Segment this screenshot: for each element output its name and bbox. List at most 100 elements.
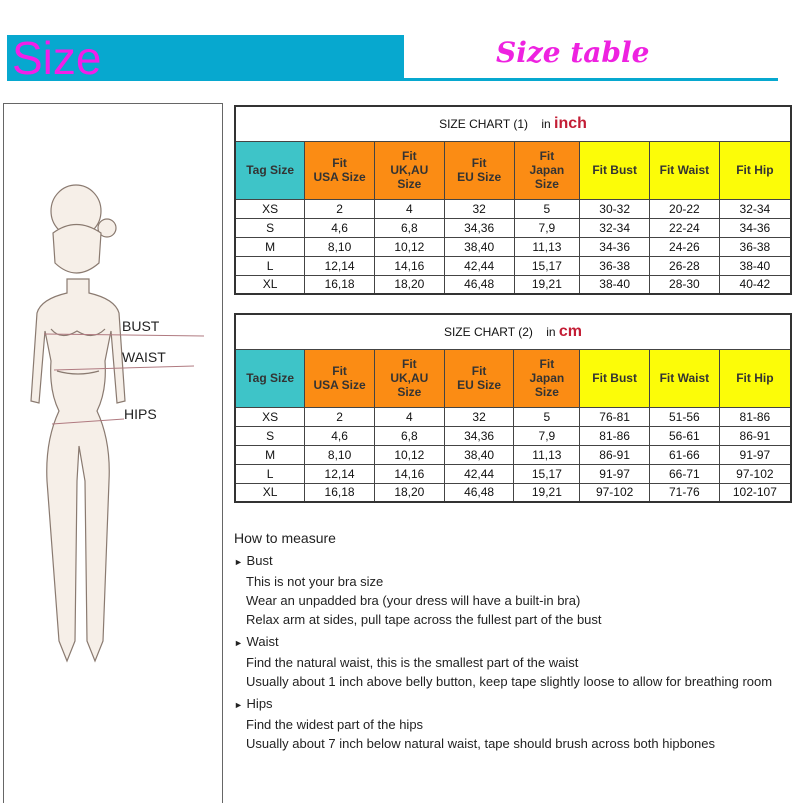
column-header: Fit Waist xyxy=(648,348,720,408)
table-cell: 15,17 xyxy=(513,463,581,484)
table-cell: 18,20 xyxy=(373,274,445,295)
figure-panel: BUST WAIST HIPS xyxy=(3,103,223,803)
unit-prefix: in xyxy=(546,324,556,339)
section-heading: Bust xyxy=(246,553,273,568)
table-cell: 38-40 xyxy=(579,274,651,295)
table-cell: 14,16 xyxy=(373,463,445,484)
column-header: Fit Japan Size xyxy=(513,140,581,200)
table-cell: 46,48 xyxy=(443,274,515,295)
table-cell: 16,18 xyxy=(304,482,375,503)
table-cell: 34,36 xyxy=(443,217,515,238)
section-hips: ► Hips xyxy=(234,694,772,715)
table-cell: 91-97 xyxy=(718,444,792,465)
table-cell: XS xyxy=(234,198,306,219)
table-cell: M xyxy=(234,236,306,257)
table-cell: 34,36 xyxy=(443,425,515,446)
section-waist: ► Waist xyxy=(234,632,772,653)
table-cell: 38-40 xyxy=(718,255,792,276)
table-cell: 24-26 xyxy=(649,236,720,257)
table-cell: 34-36 xyxy=(718,217,792,238)
table-cell: 61-66 xyxy=(648,444,720,465)
table-cell: 7,9 xyxy=(513,425,581,446)
table-row: XS 2 4 32 5 76-81 51-56 81-86 xyxy=(234,406,792,427)
table-cell: 4 xyxy=(373,406,445,427)
table-cell: 14,16 xyxy=(373,255,445,276)
table-cell: L xyxy=(234,463,306,484)
table-cell: 19,21 xyxy=(513,482,581,503)
table-cell: 46,48 xyxy=(443,482,515,503)
table-cell: 12,14 xyxy=(304,255,375,276)
table-cell: 16,18 xyxy=(304,274,375,295)
table-cell: 38,40 xyxy=(443,236,515,257)
table-cell: 66-71 xyxy=(648,463,720,484)
table-cell: L xyxy=(234,255,306,276)
table-cell: 32 xyxy=(443,198,515,219)
table-cell: 8,10 xyxy=(304,236,375,257)
table-cell: 5 xyxy=(513,406,581,427)
column-header: Fit Bust xyxy=(579,348,650,408)
column-header: Fit EU Size xyxy=(443,348,515,408)
table-cell: 11,13 xyxy=(513,444,581,465)
section-heading: Waist xyxy=(246,634,279,649)
table-cell: 2 xyxy=(304,198,375,219)
instruction-line: Find the widest part of the hips xyxy=(246,717,424,732)
instruction-line: Wear an unpadded bra (your dress will ha… xyxy=(246,593,581,608)
size-chart-cm: SIZE CHART (2) in cm Tag Size Fit USA Size… xyxy=(234,313,792,503)
column-header: Fit Hip xyxy=(718,140,792,200)
table-cell: 42,44 xyxy=(443,255,515,276)
hips-label: HIPS xyxy=(124,406,157,422)
column-header: Fit Waist xyxy=(649,140,720,200)
column-header: Tag Size xyxy=(234,140,306,200)
table-cell: S xyxy=(234,425,306,446)
table-cell: 5 xyxy=(513,198,581,219)
table-cell: 91-97 xyxy=(579,463,650,484)
table-row: L 12,14 14,16 42,44 15,17 91-97 66-71 97-102 xyxy=(234,463,792,484)
unit: inch xyxy=(554,114,587,132)
woman-figure-illustration xyxy=(30,184,205,663)
column-header: Fit Hip xyxy=(718,348,792,408)
waist-label: WAIST xyxy=(122,349,166,365)
column-header: Tag Size xyxy=(234,348,306,408)
column-header: Fit USA Size xyxy=(304,348,375,408)
bullet-arrow-icon: ► xyxy=(234,638,243,648)
table-cell: 4,6 xyxy=(304,425,375,446)
table-cell: 97-102 xyxy=(718,463,792,484)
table-cell: 86-91 xyxy=(579,444,650,465)
table-cell: 32-34 xyxy=(718,198,792,219)
bullet-arrow-icon: ► xyxy=(234,557,243,567)
table-row: M 8,10 10,12 38,40 11,13 86-91 61-66 91-97 xyxy=(234,444,792,465)
bullet-arrow-icon: ► xyxy=(234,700,243,710)
chart-title-cell: SIZE CHART (1) in inch xyxy=(234,105,792,142)
table-cell: 102-107 xyxy=(718,482,792,503)
instruction-line: Usually about 7 inch below natural waist… xyxy=(246,736,716,751)
chart-title: SIZE CHART (1) xyxy=(439,116,528,131)
table-cell: 8,10 xyxy=(304,444,375,465)
table-row: S 4,6 6,8 34,36 7,9 81-86 56-61 86-91 xyxy=(234,425,792,446)
table-row: XL 16,18 18,20 46,48 19,21 97-102 71-76 102-107 xyxy=(234,482,792,503)
column-header: Fit Japan Size xyxy=(513,348,581,408)
instruction-line: Usually about 1 inch above belly button,… xyxy=(246,674,773,689)
page-subtitle: Size table xyxy=(496,36,650,69)
how-to-measure: How to measure ► Bust This is not your br… xyxy=(234,529,772,753)
column-header: Fit USA Size xyxy=(304,140,375,200)
table-cell: XL xyxy=(234,274,306,295)
table-cell: 36-38 xyxy=(718,236,792,257)
column-header: Fit Bust xyxy=(579,140,651,200)
table-cell: 10,12 xyxy=(373,444,445,465)
table-row: S 4,6 6,8 34,36 7,9 32-34 22-24 34-36 xyxy=(234,217,792,238)
table-cell: 76-81 xyxy=(579,406,650,427)
bust-label: BUST xyxy=(122,318,160,334)
page-title: Size xyxy=(12,32,102,84)
table-cell: 12,14 xyxy=(304,463,375,484)
table-cell: 56-61 xyxy=(648,425,720,446)
table-cell: 4,6 xyxy=(304,217,375,238)
section-heading: Hips xyxy=(246,696,273,711)
table-cell: 30-32 xyxy=(579,198,651,219)
column-header: Fit EU Size xyxy=(443,140,515,200)
header-underline xyxy=(404,78,778,81)
table-cell: S xyxy=(234,217,306,238)
table-cell: 32-34 xyxy=(579,217,651,238)
table-cell: 18,20 xyxy=(373,482,445,503)
table-cell: 26-28 xyxy=(649,255,720,276)
table-cell: 19,21 xyxy=(513,274,581,295)
